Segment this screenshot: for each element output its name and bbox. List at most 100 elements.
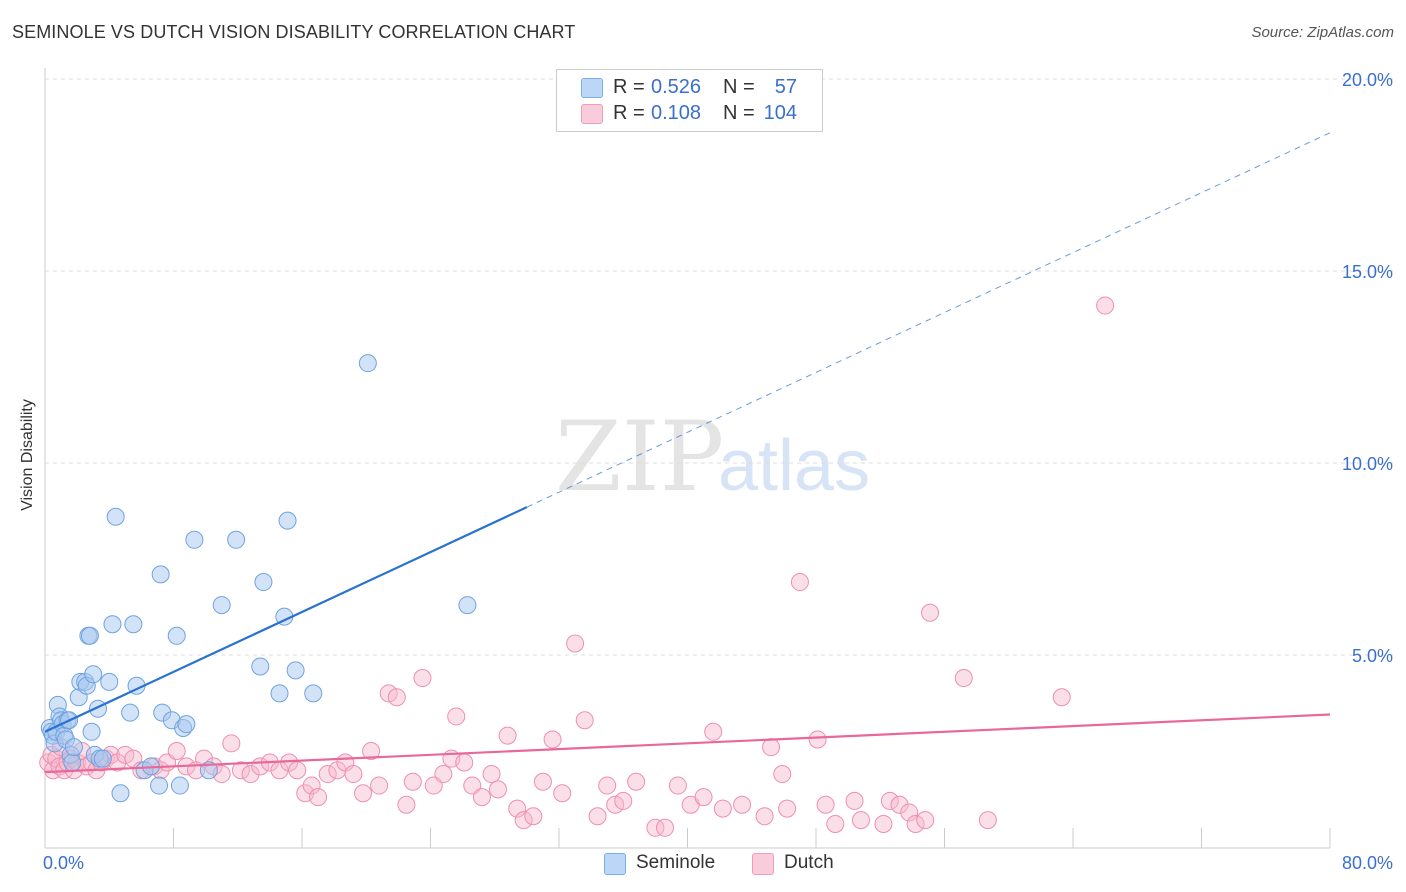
dutch-point	[874, 814, 893, 833]
dutch-trend-line	[44, 713, 1331, 774]
dutch-point	[508, 799, 527, 818]
n-label: N =	[723, 102, 755, 124]
chart-title: SEMINOLE VS DUTCH VISION DISABILITY CORR…	[12, 22, 576, 42]
dutch-point	[656, 818, 675, 837]
seminole-point	[304, 684, 323, 703]
seminole-point	[212, 596, 231, 615]
dutch-point	[816, 795, 835, 814]
dutch-point	[533, 772, 552, 791]
dutch-point	[575, 711, 594, 730]
seminole-point	[63, 753, 82, 772]
seminole-point	[227, 530, 246, 549]
dutch-point	[514, 811, 533, 830]
source-label: Source: ZipAtlas.com	[1251, 24, 1394, 41]
seminole-point	[167, 626, 186, 645]
seminole-legend-swatch	[604, 853, 626, 875]
legend-row-seminole: R = 0.526 N = 57	[557, 75, 822, 101]
dutch-point	[916, 811, 935, 830]
series-legend: Seminole Dutch	[0, 850, 1406, 878]
dutch-point	[694, 788, 713, 807]
dutch-point	[434, 765, 453, 784]
dutch-point	[309, 788, 328, 807]
dutch-point	[318, 765, 337, 784]
dutch-point	[472, 788, 491, 807]
dutch-point	[588, 807, 607, 826]
seminole-point	[358, 354, 377, 373]
seminole-point	[103, 615, 122, 634]
legend-row-dutch: R = 0.108 N = 104	[557, 101, 822, 127]
dutch-point	[370, 776, 389, 795]
dutch-point	[773, 765, 792, 784]
dutch-point	[463, 776, 482, 795]
dutch-point	[880, 791, 899, 810]
dutch-point	[627, 772, 646, 791]
dutch-point	[954, 669, 973, 688]
seminole-point	[106, 507, 125, 526]
seminole-point	[121, 703, 140, 722]
seminole-trend-line	[44, 506, 528, 733]
dutch-point	[1052, 688, 1071, 707]
dutch-point	[354, 784, 373, 803]
y-tick-label: 10.0%	[1342, 454, 1393, 474]
seminole-point	[185, 530, 204, 549]
dutch-point	[900, 803, 919, 822]
seminole-point	[251, 657, 270, 676]
n-value: 57	[774, 76, 797, 98]
y-tick-label: 20.0%	[1342, 70, 1393, 90]
seminole-point	[254, 573, 273, 592]
dutch-point	[524, 807, 543, 826]
dutch-point	[488, 780, 507, 799]
seminole-point	[151, 565, 170, 584]
dutch-point	[845, 791, 864, 810]
dutch-point	[553, 784, 572, 803]
seminole-point	[82, 722, 101, 741]
seminole-point	[80, 626, 99, 645]
dutch-point	[733, 795, 752, 814]
legend-label-dutch: Dutch	[784, 852, 834, 873]
r-label: R =	[613, 76, 645, 98]
seminole-point	[100, 672, 119, 691]
dutch-point	[668, 776, 687, 795]
dutch-point	[447, 707, 466, 726]
dutch-point	[543, 730, 562, 749]
dutch-point	[598, 776, 617, 795]
dutch-point	[755, 807, 774, 826]
dutch-point	[978, 811, 997, 830]
x-tick-label: 0.0%	[43, 853, 84, 873]
dutch-point	[482, 765, 501, 784]
n-label: N =	[723, 76, 755, 98]
dutch-point	[231, 761, 250, 780]
dutch-point	[790, 573, 809, 592]
dutch-point	[614, 791, 633, 810]
seminole-point	[270, 684, 289, 703]
seminole-point	[170, 776, 189, 795]
dutch-point	[413, 669, 432, 688]
dutch-point	[455, 753, 474, 772]
r-label: R =	[613, 102, 645, 124]
dutch-point	[851, 811, 870, 830]
r-value: 0.526	[651, 76, 702, 98]
seminole-point	[177, 715, 196, 734]
dutch-point	[826, 814, 845, 833]
dutch-point	[498, 726, 517, 745]
n-value: 104	[763, 102, 797, 124]
seminole-point	[64, 738, 83, 757]
dutch-point	[362, 742, 381, 760]
dutch-point	[222, 734, 241, 753]
seminole-point	[278, 511, 297, 530]
dutch-point	[403, 772, 422, 791]
dutch-point	[566, 634, 585, 653]
watermark-atlas: atlas	[718, 426, 870, 506]
dutch-point	[344, 765, 363, 784]
dutch-swatch	[581, 104, 603, 124]
dutch-point	[906, 814, 925, 833]
seminole-point	[84, 665, 103, 684]
stats-legend: R = 0.526 N = 57 R = 0.108 N = 104	[556, 69, 823, 132]
dutch-point	[302, 776, 321, 795]
y-tick-label: 15.0%	[1342, 262, 1393, 282]
dutch-point	[808, 730, 827, 749]
y-tick-label: 5.0%	[1352, 646, 1393, 666]
watermark-zip: ZIP	[555, 401, 724, 513]
dutch-point	[921, 603, 940, 622]
